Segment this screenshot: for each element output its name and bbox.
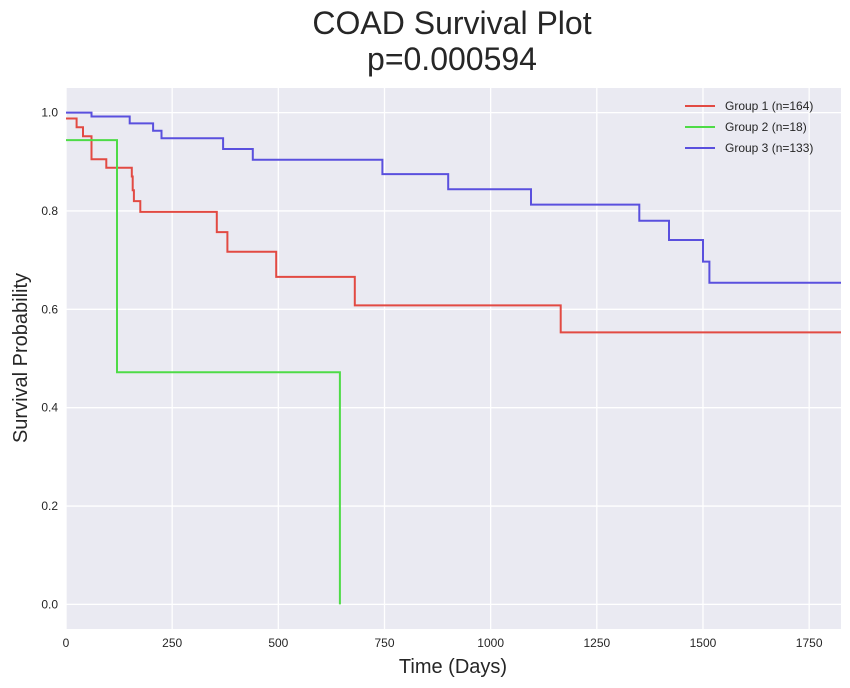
legend: Group 1 (n=164) Group 2 (n=18) Group 3 (n=… xyxy=(685,99,813,155)
y-tick-label: 0.8 xyxy=(41,204,58,218)
y-tick-label: 0.6 xyxy=(41,302,58,316)
x-tick-label: 1250 xyxy=(583,636,610,650)
chart-title: COAD Survival Plot xyxy=(312,5,591,41)
x-tick-label: 1500 xyxy=(690,636,717,650)
x-tick-label: 0 xyxy=(63,636,70,650)
plot-area xyxy=(66,88,841,629)
series-layer xyxy=(66,111,841,605)
legend-label: Group 1 (n=164) xyxy=(725,99,813,113)
y-tick-label: 0.2 xyxy=(41,499,58,513)
grid-lines xyxy=(65,88,841,629)
x-axis-ticks: 0 250 500 750 1000 1250 1500 1750 xyxy=(63,636,823,650)
y-tick-label: 0.4 xyxy=(41,401,58,415)
y-tick-label: 1.0 xyxy=(41,106,58,120)
chart-subtitle: p=0.000594 xyxy=(367,41,537,77)
x-tick-label: 750 xyxy=(374,636,394,650)
y-axis-ticks: 0.0 0.2 0.4 0.6 0.8 1.0 xyxy=(41,106,58,612)
x-tick-label: 1000 xyxy=(477,636,504,650)
series-line-group-3 xyxy=(66,111,841,284)
legend-label: Group 2 (n=18) xyxy=(725,120,807,134)
x-tick-label: 500 xyxy=(268,636,288,650)
series-line-group-1 xyxy=(66,117,841,334)
y-tick-label: 0.0 xyxy=(41,597,58,611)
y-axis-label: Survival Probability xyxy=(10,273,32,443)
x-tick-label: 1750 xyxy=(796,636,823,650)
series-line-group-2 xyxy=(66,139,341,605)
x-tick-label: 250 xyxy=(162,636,182,650)
legend-label: Group 3 (n=133) xyxy=(725,141,813,155)
x-axis-label: Time (Days) xyxy=(399,656,507,678)
